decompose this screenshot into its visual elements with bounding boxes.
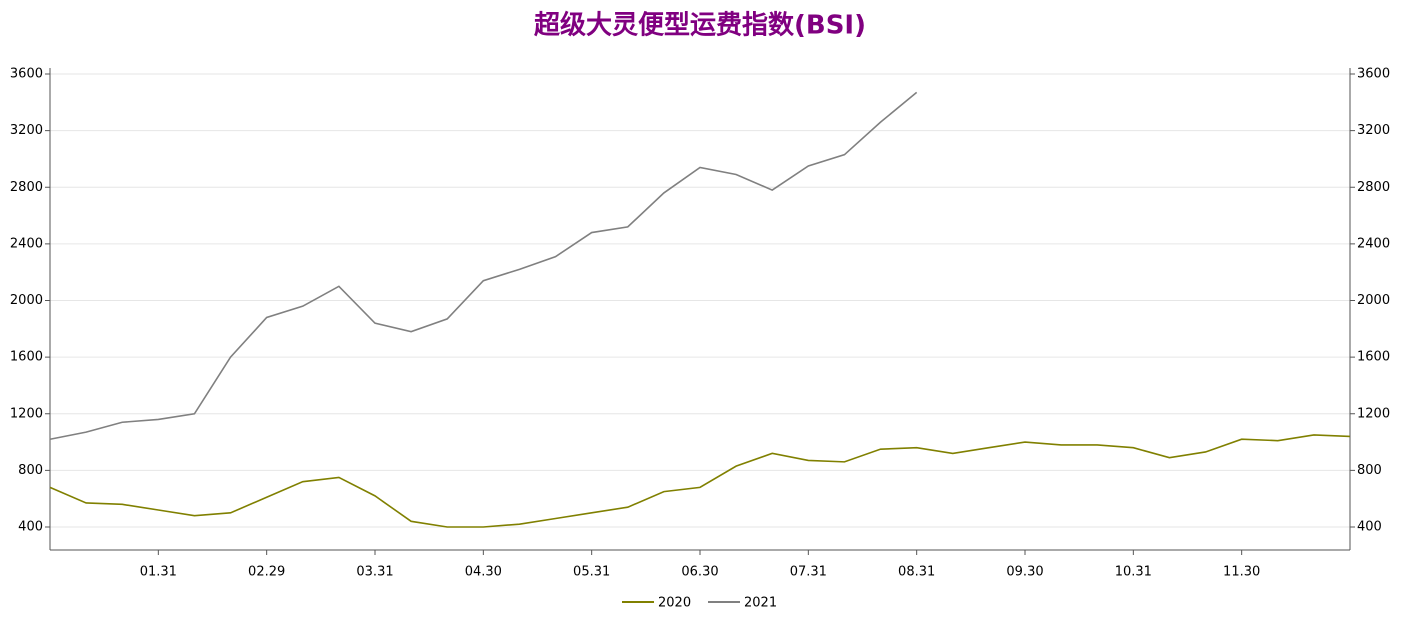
x-tick-label: 09.30 [1006,565,1043,580]
y2-tick-label: 3200 [1357,123,1390,138]
x-tick-label: 11.30 [1223,565,1260,580]
y-tick-label: 800 [18,463,43,478]
series-line [49,434,1351,528]
x-tick-label: 10.31 [1115,565,1152,580]
y2-tick-label: 2000 [1357,293,1390,308]
y2-tick-label: 2800 [1357,180,1390,195]
x-tick-label: 02.29 [248,565,285,580]
x-tick-label: 08.31 [898,565,935,580]
y2-tick-label: 3600 [1357,67,1390,82]
legend-label: 2020 [658,596,691,611]
y-tick-label: 1600 [10,350,43,365]
y-tick-label: 3600 [10,67,43,82]
x-tick-label: 04.30 [465,565,502,580]
y2-tick-label: 2400 [1357,236,1390,251]
y-tick-label: 400 [18,520,43,535]
y-tick-label: 1200 [10,406,43,421]
x-tick-label: 03.31 [356,565,393,580]
y-tick-label: 3200 [10,123,43,138]
x-tick-label: 06.30 [681,565,718,580]
y2-tick-label: 1600 [1357,350,1390,365]
x-tick-label: 05.31 [573,565,610,580]
y2-tick-label: 1200 [1357,406,1390,421]
legend-label: 2021 [744,596,777,611]
y-tick-label: 2400 [10,236,43,251]
y2-tick-label: 800 [1357,463,1382,478]
y2-tick-label: 400 [1357,520,1382,535]
x-tick-label: 07.31 [790,565,827,580]
chart-title: 超级大灵便型运费指数(BSI) [534,10,866,41]
x-tick-label: 01.31 [140,565,177,580]
y-tick-label: 2000 [10,293,43,308]
series-line [49,91,918,441]
y-tick-label: 2800 [10,180,43,195]
